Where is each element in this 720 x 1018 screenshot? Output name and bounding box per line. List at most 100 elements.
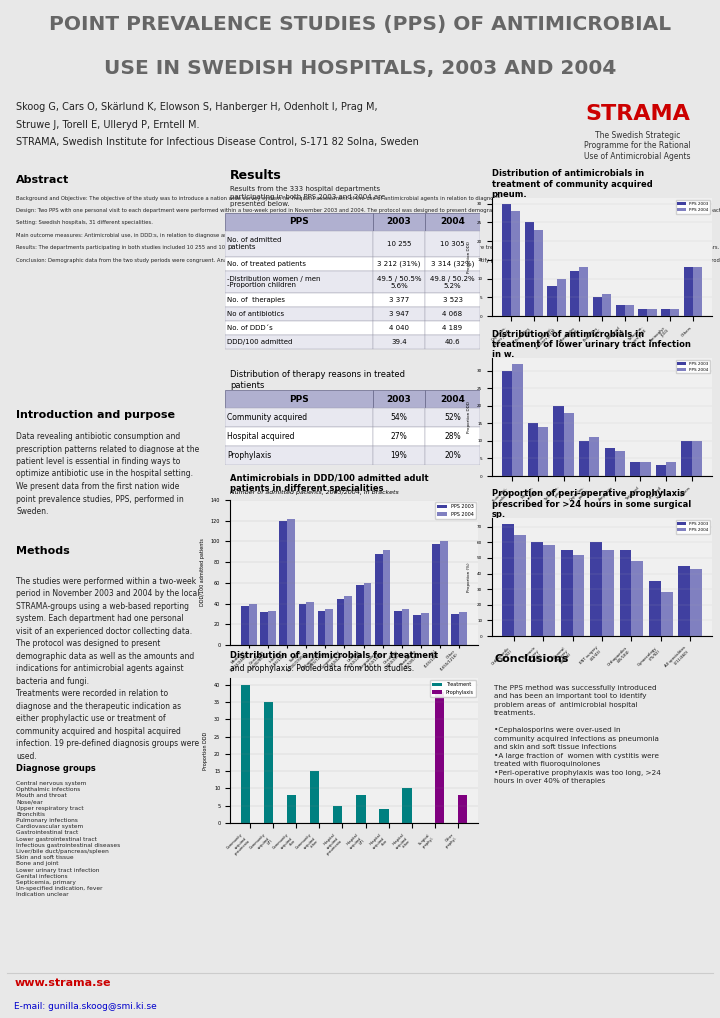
Text: Methods: Methods [17,547,70,557]
Bar [425,390,480,408]
Bar [373,257,425,271]
Bar [661,308,670,316]
Bar [630,462,641,476]
Bar [514,534,526,636]
Text: Community acquired: Community acquired [227,413,307,422]
Y-axis label: Proportion DDD: Proportion DDD [467,241,472,273]
Bar [425,335,480,349]
Y-axis label: DDD/100 admitted patients: DDD/100 admitted patients [200,539,205,607]
Text: DDD/100 admitted: DDD/100 admitted [227,339,292,345]
Bar [375,554,382,645]
Bar [432,544,440,645]
Bar [373,427,425,446]
Text: STRAMA, Swedish Institute for Infectious Disease Control, S-171 82 Solna, Sweden: STRAMA, Swedish Institute for Infectious… [16,137,419,148]
Text: The PPS method was successfully introduced
and has been an important tool to ide: The PPS method was successfully introduc… [495,684,661,784]
Bar [502,371,512,476]
Bar [451,614,459,645]
Bar [602,550,613,636]
Text: 2003: 2003 [387,395,411,403]
Bar [373,390,425,408]
Bar [684,268,693,316]
Bar [249,604,256,645]
Bar [425,446,480,465]
Text: 27%: 27% [391,432,408,441]
Bar [564,412,574,476]
Bar [625,304,634,316]
Bar [264,702,274,823]
Bar [678,566,690,636]
Text: 10 255: 10 255 [387,241,411,247]
Bar [318,611,325,645]
Bar [373,271,425,293]
Bar [425,293,480,307]
Text: 28%: 28% [444,432,461,441]
Bar [306,602,314,645]
Bar [425,427,480,446]
Bar [225,307,373,321]
Y-axis label: Proportion DDD: Proportion DDD [467,401,472,433]
Text: 10 305: 10 305 [440,241,465,247]
Text: PPS: PPS [289,395,309,403]
Bar [649,581,661,636]
Bar [382,550,390,645]
Text: Abstract: Abstract [17,175,70,185]
Bar [620,550,631,636]
Bar [641,462,651,476]
Legend: PPS 2003, PPS 2004: PPS 2003, PPS 2004 [435,503,476,519]
Bar [425,321,480,335]
Bar [502,204,511,316]
Bar [605,448,615,476]
Bar [425,271,480,293]
Bar [299,604,306,645]
Text: 2004: 2004 [440,395,465,403]
Bar [661,592,672,636]
Y-axis label: Proportion (%): Proportion (%) [467,562,472,591]
Text: Conclusions: Conclusions [495,655,569,664]
Text: Results from the 333 hospital departments
participating in both PPS 2003 and 200: Results from the 333 hospital department… [230,186,385,207]
Bar [402,789,412,823]
Bar [561,550,572,636]
Text: 49.8 / 50.2%
5.2%: 49.8 / 50.2% 5.2% [430,276,474,288]
Bar [512,363,523,476]
Text: No. of treated patients: No. of treated patients [227,261,306,267]
Bar [421,613,428,645]
Bar [225,408,373,427]
Bar [547,286,557,316]
Text: 3 314 (32%): 3 314 (32%) [431,261,474,268]
Text: 2003: 2003 [387,218,411,226]
Bar [459,612,467,645]
Bar [580,268,588,316]
Text: 3 377: 3 377 [389,297,409,303]
Text: No. of admitted
patients: No. of admitted patients [227,237,282,250]
Text: Skoog G, Cars O, Skärlund K, Elowson S, Hanberger H, Odenholt I, Prag M,: Skoog G, Cars O, Skärlund K, Elowson S, … [16,102,378,112]
Bar [434,692,444,823]
Bar [364,583,372,645]
Text: STRAMA: STRAMA [585,104,690,124]
Bar [379,809,389,823]
Bar [241,606,249,645]
Text: Diagnose groups: Diagnose groups [17,764,96,773]
Bar [666,462,676,476]
Bar [394,611,402,645]
Text: Background and Objective: The objective of the study was to introduce a nation w: Background and Objective: The objective … [17,195,720,263]
Bar [682,441,692,476]
Bar [279,521,287,645]
Text: POINT PREVALENCE STUDIES (PPS) OF ANTIMICROBIAL: POINT PREVALENCE STUDIES (PPS) OF ANTIMI… [49,15,671,35]
Text: 39.4: 39.4 [391,339,407,345]
Bar [690,569,702,636]
Text: 4 068: 4 068 [442,312,462,317]
Bar [225,427,373,446]
Bar [373,408,425,427]
Text: No of antibiotics: No of antibiotics [227,312,284,317]
Bar [425,408,480,427]
Text: Struwe J, Torell E, Ulleryd P, Erntell M.: Struwe J, Torell E, Ulleryd P, Erntell M… [16,120,199,130]
Text: 20%: 20% [444,451,461,460]
Text: Distribution of antimicrobials in
treatment of community acquired
pneum.: Distribution of antimicrobials in treatm… [492,170,652,200]
Bar [333,805,343,823]
Bar [525,222,534,316]
Bar [692,441,702,476]
Bar [325,609,333,645]
Text: 4 189: 4 189 [442,325,462,331]
Bar [425,257,480,271]
Bar [356,585,364,645]
